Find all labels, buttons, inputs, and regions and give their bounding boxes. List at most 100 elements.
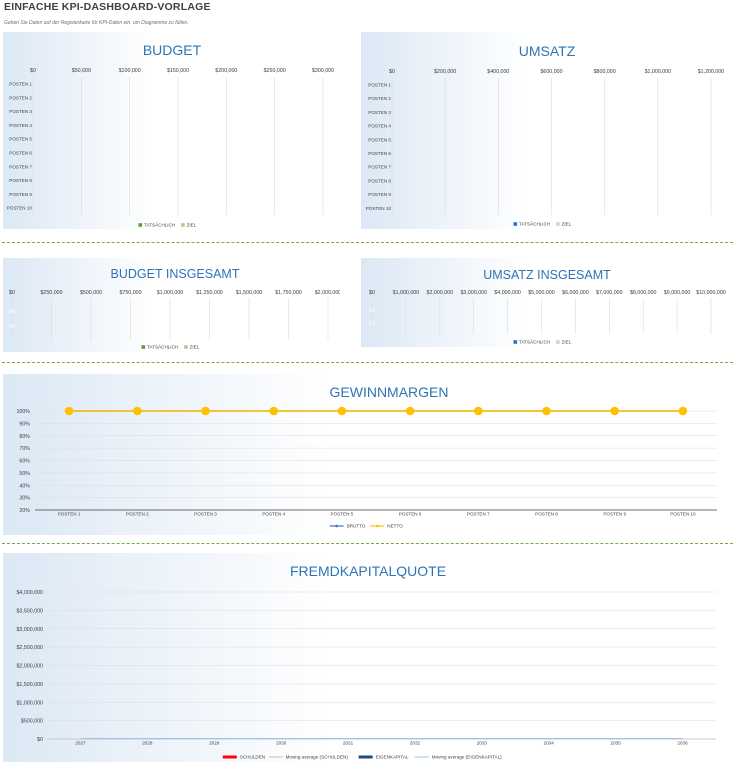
y-tick-label: $3,000,000	[16, 627, 43, 633]
legend-label: NETTO	[387, 524, 403, 529]
y-tick-label: $0	[37, 737, 43, 743]
y-tick-label: 100%	[16, 409, 30, 415]
category-label: POSTEN 5	[368, 137, 391, 142]
x-tick-label: 2028	[142, 741, 153, 746]
x-tick-label: $9,000,000	[664, 290, 691, 296]
x-tick-label: $1,250,000	[196, 290, 223, 296]
y-tick-label: 40%	[19, 483, 30, 489]
page-subtitle: Geben Sie Daten auf der Registerkarte fü…	[4, 20, 189, 26]
category-label: POSTEN 2	[9, 95, 32, 100]
category-label: POSTEN 3	[368, 110, 391, 115]
legend-swatch	[513, 222, 518, 226]
x-tick-label: 2033	[477, 741, 488, 746]
p-budget-total-svg: BUDGET INSGESAMT $0 $250,000 $500,000 $750,0…	[9, 267, 340, 350]
umsatz-chart-panel: UMSATZ $0 $200,000 $400,000 $600,000 $800,000…	[361, 32, 732, 229]
gewinnmargen-chart-panel: GEWINNMARGEN 20% 30% 40% 50% 60% 70% 80% 90% 100%…	[3, 374, 732, 535]
y-tick-label: $1,500,000	[16, 682, 43, 688]
x-tick-label: 2029	[209, 741, 220, 746]
x-tick-label: POSTEN 8	[535, 512, 558, 517]
y-tick-label: 30%	[19, 496, 30, 502]
y-tick-label: $1,000,000	[16, 700, 43, 706]
x-tick-label: $0	[369, 290, 375, 296]
x-tick-label: $750,000	[119, 290, 141, 296]
chart-title: GEWINNMARGEN	[330, 384, 449, 400]
category-label: POSTEN 1	[9, 82, 32, 87]
category-label: POSTEN 9	[368, 192, 391, 197]
legend-label: EIGENKAPITAL	[376, 755, 409, 760]
p-gewinn-svg: GEWINNMARGEN 20% 30% 40% 50% 60% 70% 80% 90% 100%…	[16, 384, 717, 529]
legend-label: ZIEL	[562, 340, 572, 345]
x-tick-label: POSTEN 6	[399, 512, 422, 517]
chart-title: BUDGET	[143, 42, 202, 58]
budget-insgesamt-chart-panel: BUDGET INSGESAMT $0 $250,000 $500,000 $750,0…	[3, 258, 340, 352]
x-tick-label: $1,000,000	[157, 290, 184, 296]
data-point-netto	[64, 406, 74, 416]
data-point-netto	[474, 406, 483, 416]
budget-chart-panel: BUDGET $0 $50,000 $100,000 $150,000 $200,000 $…	[3, 32, 340, 229]
x-tick-label: POSTEN 2	[126, 512, 149, 517]
x-tick-label: 2034	[544, 741, 555, 746]
x-tick-label: POSTEN 5	[331, 512, 354, 517]
legend-label: TATSÄCHLICH	[147, 344, 178, 350]
category-label: POSTEN 7	[368, 165, 391, 170]
x-tick-label: $600,000	[540, 69, 562, 75]
y-tick-label: $3,500,000	[16, 608, 43, 614]
chart-title: UMSATZ INSGESAMT	[483, 268, 611, 282]
x-tick-label: $250,000	[264, 68, 286, 74]
data-point-netto	[201, 406, 210, 416]
category-label: POSTEN 5	[9, 137, 32, 142]
x-tick-label: $0	[389, 69, 395, 75]
data-point-netto	[542, 406, 551, 416]
x-tick-label: POSTEN 3	[194, 512, 217, 517]
x-tick-label: $4,000,000	[494, 290, 521, 296]
x-tick-label: $150,000	[167, 68, 189, 74]
x-tick-label: $300,000	[312, 68, 334, 74]
category-label: POSTEN 10	[366, 206, 392, 211]
x-tick-label: $1,200,000	[698, 69, 725, 75]
y-tick-label: 80%	[19, 434, 30, 440]
x-tick-label: 2031	[343, 741, 354, 746]
data-point-netto	[405, 406, 415, 416]
x-tick-label: $0	[9, 290, 15, 296]
p-budget-svg: BUDGET $0 $50,000 $100,000 $150,000 $200,000 $…	[7, 42, 334, 228]
x-tick-label: $1,000,000	[645, 69, 672, 75]
chart-title: FREMDKAPITALQUOTE	[290, 563, 446, 579]
x-tick-label: POSTEN 10	[670, 512, 696, 517]
category-label: $0	[9, 309, 16, 315]
legend-label: TATSÄCHLICH	[144, 222, 175, 228]
x-tick-label: $7,000,000	[596, 290, 623, 296]
category-label: POSTEN 6	[368, 151, 391, 156]
chart-title: BUDGET INSGESAMT	[111, 267, 240, 281]
data-point-netto	[610, 406, 619, 416]
x-tick-label: $8,000,000	[630, 290, 657, 296]
x-tick-label: POSTEN 7	[467, 512, 490, 517]
y-tick-label: 60%	[19, 459, 30, 465]
x-tick-label: $200,000	[434, 69, 456, 75]
y-tick-label: $500,000	[21, 719, 43, 725]
y-tick-label: 20%	[19, 508, 30, 514]
legend-label: ZIEL	[562, 222, 572, 227]
chart-title: UMSATZ	[519, 43, 576, 59]
legend-label: ZIEL	[190, 345, 200, 350]
x-tick-label: $400,000	[487, 69, 509, 75]
category-label: $1	[369, 321, 376, 327]
category-label: POSTEN 10	[7, 206, 33, 211]
data-point-netto	[133, 406, 142, 416]
section-divider	[2, 242, 733, 243]
legend-label: BRUTTO	[347, 524, 366, 529]
x-tick-label: $1,750,000	[275, 290, 302, 296]
x-tick-label: $250,000	[40, 290, 62, 296]
section-divider	[2, 362, 733, 363]
data-point-netto	[678, 406, 688, 416]
legend-swatch	[184, 345, 188, 349]
category-label: POSTEN 2	[368, 96, 391, 101]
x-tick-label: $2,000,000	[315, 290, 340, 296]
legend-swatch	[556, 222, 560, 226]
x-tick-label: $50,000	[72, 68, 91, 74]
y-tick-label: $4,000,000	[16, 590, 43, 596]
x-tick-label: POSTEN 4	[262, 512, 285, 517]
x-tick-label: $2,000,000	[427, 290, 454, 296]
legend-label: TATSÄCHLICH	[519, 339, 550, 345]
y-tick-label: $2,000,000	[16, 664, 43, 670]
y-tick-label: 50%	[19, 471, 30, 477]
